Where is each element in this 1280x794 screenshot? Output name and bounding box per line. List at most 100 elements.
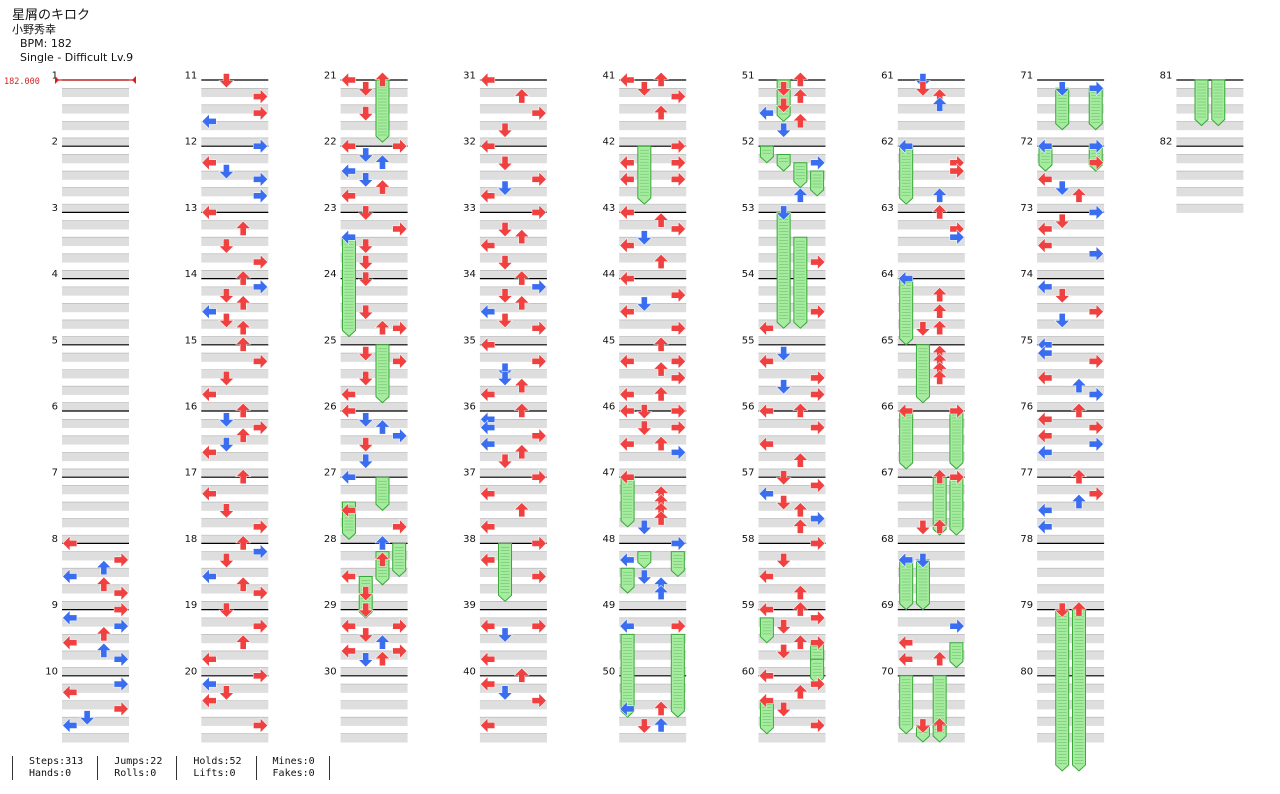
beat-stripe — [201, 104, 269, 114]
note-up-arrow-icon — [235, 427, 252, 443]
arrow-outline — [637, 297, 652, 311]
beat-stripe — [619, 187, 687, 197]
measure: 17 — [185, 468, 269, 544]
arrow-outline — [620, 354, 634, 369]
beat-stripe — [201, 634, 269, 644]
arrow-outline — [916, 719, 930, 733]
note-right-arrow-icon — [1088, 419, 1104, 436]
note-down-arrow-icon — [357, 304, 374, 320]
note-up-arrow-icon — [513, 270, 530, 286]
arrow-outline — [916, 321, 930, 336]
hold-body — [793, 236, 808, 329]
beat-stripe — [1037, 610, 1105, 618]
note-right-arrow-icon — [671, 138, 686, 155]
beat-stripe — [62, 386, 129, 395]
arrow-outline — [932, 97, 947, 112]
arrow-outline — [654, 72, 668, 87]
beat-stripe — [619, 104, 687, 114]
arrow-outline — [341, 164, 356, 178]
arrow-outline — [654, 511, 668, 525]
beat-stripe — [1037, 650, 1105, 660]
note-up-arrow-icon — [792, 502, 809, 518]
beat-stripe — [479, 386, 547, 395]
note-down-arrow-icon — [497, 288, 513, 304]
beat-stripe — [758, 88, 826, 98]
beat-stripe — [897, 419, 965, 429]
beat-stripe — [1037, 121, 1105, 131]
hold-body — [375, 79, 390, 143]
note-right-arrow-icon — [671, 221, 686, 237]
arrow-outline — [80, 710, 94, 725]
note-left-arrow-icon — [758, 692, 774, 709]
beat-stripe — [758, 435, 826, 445]
note-left-arrow-icon — [480, 138, 496, 155]
beat-stripe — [619, 412, 687, 420]
beat-stripe — [62, 676, 129, 685]
beat-stripe — [201, 88, 269, 98]
arrow-outline — [498, 181, 512, 195]
beat-stripe — [619, 468, 687, 478]
note-down-arrow-icon — [1054, 602, 1071, 618]
arrow-outline — [759, 354, 774, 369]
arrow-outline — [219, 503, 234, 518]
holds-layer — [341, 79, 1226, 772]
beat-stripe — [62, 270, 129, 280]
measure-number: 5 — [52, 335, 58, 346]
beat-stripe — [62, 544, 129, 552]
note-left-arrow-icon — [62, 568, 78, 585]
beat-stripe — [758, 279, 826, 287]
note-down-arrow-icon — [775, 702, 792, 718]
note-down-arrow-icon — [357, 602, 374, 618]
beat-stripe — [619, 435, 687, 445]
note-right-arrow-icon — [253, 187, 269, 204]
beat-stripe — [897, 147, 965, 155]
measure: 43 — [602, 203, 687, 280]
hold-shape — [1071, 609, 1086, 772]
hold-shape — [375, 476, 390, 511]
beat-stripe — [201, 452, 269, 462]
arrow-outline — [898, 139, 913, 153]
note-down-arrow-icon — [357, 255, 374, 271]
measure: 31 — [463, 71, 547, 147]
arrow-outline — [202, 304, 216, 319]
note-down-arrow-icon — [775, 644, 792, 660]
beat-stripe — [479, 502, 547, 511]
arrow-outline — [1072, 403, 1086, 418]
stat-group: Holds:52 Lifts:0 — [176, 756, 255, 780]
arrow-outline — [793, 502, 808, 517]
measure: 15 — [185, 335, 269, 412]
note-right-arrow-icon — [531, 692, 547, 709]
beat-stripe — [619, 81, 687, 89]
note-down-arrow-icon — [497, 122, 513, 138]
arrow-outline — [219, 164, 234, 179]
hold-body — [899, 410, 914, 470]
note-up-arrow-icon — [653, 212, 670, 228]
beat-stripe — [1037, 502, 1105, 511]
arrow-outline — [341, 569, 356, 584]
beat-stripe — [619, 121, 687, 131]
note-down-arrow-icon — [775, 81, 792, 97]
beat-stripe — [897, 468, 965, 478]
arrow-outline — [532, 354, 546, 369]
beat-stripe — [897, 676, 965, 685]
measure-number: 9 — [52, 600, 58, 611]
hold-shape — [759, 700, 774, 735]
measure: 53 — [742, 203, 826, 280]
note-right-arrow-icon — [253, 105, 269, 122]
arrow-outline — [359, 305, 373, 320]
arrow-outline — [1038, 371, 1052, 385]
beat-stripe — [62, 353, 129, 362]
beat-stripe — [479, 319, 547, 329]
arrow-outline — [532, 321, 546, 335]
beat-stripe — [62, 88, 129, 98]
arrow-outline — [532, 172, 546, 187]
measure-number: 80 — [1020, 666, 1033, 677]
note-up-arrow-icon — [95, 560, 112, 576]
beat-stripe — [619, 336, 687, 346]
notes-layer — [62, 71, 1104, 734]
hold-body — [949, 410, 964, 470]
note-down-arrow-icon — [914, 81, 931, 97]
measure-number: 66 — [881, 402, 894, 413]
arrow-outline — [932, 320, 947, 335]
beat-stripe — [340, 402, 408, 412]
